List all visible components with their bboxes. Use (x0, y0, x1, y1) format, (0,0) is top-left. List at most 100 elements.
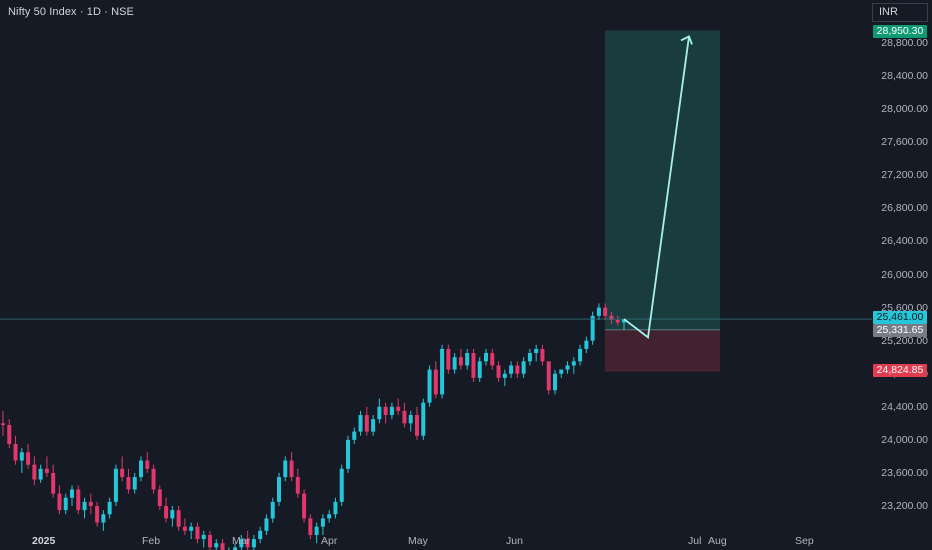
candle-body (70, 489, 74, 498)
candle-body (164, 506, 169, 519)
candle-body (546, 361, 551, 391)
profit-zone[interactable] (605, 30, 720, 330)
candle-body (151, 468, 156, 490)
price-tick-label: 25,600.00 (881, 301, 928, 314)
candle (182, 518, 187, 535)
time-tick-label: Jun (506, 535, 523, 547)
candle-body (364, 415, 369, 432)
time-tick-label: Aug (708, 535, 727, 547)
candle (509, 361, 514, 378)
candle (590, 311, 595, 345)
price-tick-label: 25,200.00 (881, 334, 928, 347)
candle (477, 357, 482, 382)
candle-body (446, 348, 451, 370)
candle-body (515, 365, 520, 374)
candle-body (389, 406, 394, 416)
candle (458, 348, 463, 370)
candle-body (189, 526, 194, 531)
candle-body (295, 477, 300, 494)
candle (502, 369, 507, 387)
candle (553, 369, 557, 395)
candle-body (195, 526, 200, 540)
candle (402, 402, 407, 428)
candle-body (107, 501, 112, 515)
candle (389, 402, 394, 420)
candle-body (590, 315, 595, 341)
candle (251, 534, 256, 550)
projection-overlay[interactable] (0, 35, 872, 339)
candle-body (571, 361, 576, 366)
time-tick-label: Feb (142, 535, 161, 547)
candle (76, 485, 81, 515)
candle (1, 410, 5, 436)
candle (352, 427, 357, 444)
candle-body (534, 348, 539, 354)
candle-body (371, 419, 376, 432)
candle (308, 514, 313, 540)
candle-body (509, 365, 514, 374)
candle-body (339, 468, 344, 502)
candle-body (126, 477, 131, 490)
candle-body (502, 373, 507, 378)
candle-body (408, 415, 413, 424)
candle (220, 539, 225, 550)
candle-body (208, 534, 212, 548)
candle (427, 365, 432, 407)
candle (333, 497, 338, 519)
candle (609, 311, 614, 325)
time-tick-label: Apr (321, 535, 338, 547)
candle (44, 456, 49, 478)
candle-body (13, 443, 18, 461)
candle (283, 456, 288, 482)
candle-body (139, 460, 143, 478)
symbol-title[interactable]: Nifty 50 Index · 1D · NSE (8, 6, 134, 18)
candle-body (182, 526, 187, 531)
price-tick-label: 28,000.00 (881, 103, 928, 116)
candle-body (7, 424, 12, 444)
candle-body (596, 307, 601, 316)
candle-body (88, 501, 93, 506)
candle (496, 361, 501, 382)
candle (578, 344, 583, 366)
price-tick-label: 24,000.00 (881, 433, 928, 446)
candle (440, 344, 445, 399)
candle (320, 514, 325, 535)
candle (408, 410, 413, 432)
candlestick-series (1, 303, 626, 550)
time-tick-label: 2025 (32, 535, 56, 547)
position-zones[interactable] (605, 30, 720, 372)
candle (277, 472, 281, 506)
price-tick-label: 27,600.00 (881, 136, 928, 149)
candle (151, 464, 156, 494)
projection-path[interactable] (623, 36, 690, 339)
candle-body (113, 468, 118, 502)
candle-body (415, 415, 419, 436)
candle-body (578, 348, 583, 362)
time-tick-label: Mar (232, 535, 251, 547)
candle (120, 456, 125, 482)
loss-zone[interactable] (605, 329, 720, 372)
candle (26, 443, 31, 469)
candle-body (527, 353, 532, 362)
candle (603, 303, 608, 320)
candle (214, 539, 219, 550)
candle (101, 510, 106, 531)
candle-body (145, 460, 150, 469)
candle-body (553, 373, 557, 391)
candle (515, 361, 520, 378)
price-tick-label: 28,800.00 (881, 37, 928, 49)
candle-body (245, 539, 250, 548)
candle (126, 468, 131, 494)
candle (139, 456, 143, 482)
candle (546, 361, 551, 395)
candle-body (333, 501, 338, 515)
candle-body (132, 477, 137, 490)
candle (70, 485, 74, 506)
candle-body (327, 514, 332, 519)
currency-selector[interactable]: INR (872, 3, 928, 22)
candle (421, 398, 426, 440)
candle (415, 406, 419, 440)
candle (195, 522, 200, 544)
